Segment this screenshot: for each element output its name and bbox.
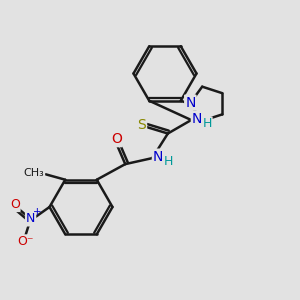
Text: H: H bbox=[203, 117, 212, 130]
Text: N: N bbox=[185, 96, 196, 110]
Text: O: O bbox=[111, 132, 122, 146]
Text: O⁻: O⁻ bbox=[17, 235, 34, 248]
Text: +: + bbox=[33, 207, 41, 218]
Text: O: O bbox=[10, 198, 20, 211]
Text: CH₃: CH₃ bbox=[23, 168, 44, 178]
Text: N: N bbox=[26, 212, 35, 226]
Text: N: N bbox=[153, 150, 163, 164]
Text: S: S bbox=[137, 118, 146, 131]
Text: N: N bbox=[192, 112, 202, 125]
Text: H: H bbox=[164, 155, 173, 168]
